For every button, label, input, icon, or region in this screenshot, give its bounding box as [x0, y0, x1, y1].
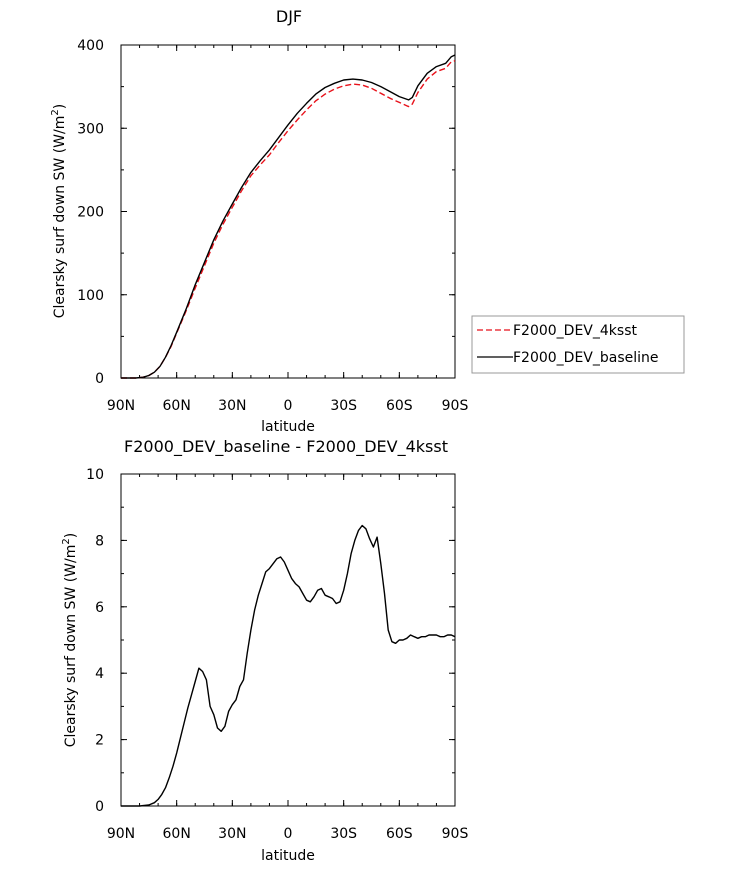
top-x-tick-label: 30N — [218, 398, 246, 414]
bottom-y-tick-label: 4 — [95, 666, 104, 682]
series-line-f2000-dev-baseline — [121, 54, 456, 379]
top-y-tick-label: 400 — [77, 38, 104, 54]
legend-label-baseline: F2000_DEV_baseline — [513, 350, 659, 366]
bottom-x-tick-label: 90S — [442, 826, 469, 842]
top-panel: DJF 90N 60N 30N 0 30S 60S 90S 0 100 200 … — [50, 7, 685, 435]
bottom-y-tick-label: 6 — [95, 600, 104, 616]
bottom-x-tick-label: 60N — [163, 826, 191, 842]
bottom-y-tick-labels: 0 2 4 6 8 10 — [86, 467, 104, 815]
bottom-x-tick-label: 0 — [284, 826, 293, 842]
top-x-tick-label: 90S — [442, 398, 469, 414]
top-y-tick-labels: 0 100 200 300 400 — [77, 38, 104, 387]
legend: F2000_DEV_4ksst F2000_DEV_baseline — [471, 315, 685, 374]
bottom-y-tick-label: 0 — [95, 799, 104, 815]
bottom-x-tick-label: 30S — [330, 826, 357, 842]
top-y-tick-label: 200 — [77, 205, 104, 221]
legend-label-4ksst: F2000_DEV_4ksst — [513, 323, 637, 339]
top-plot-frame — [120, 44, 456, 379]
top-y-tick-label: 0 — [95, 371, 104, 387]
top-y-tick-label: 100 — [77, 288, 104, 304]
top-x-tick-labels: 90N 60N 30N 0 30S 60S 90S — [107, 398, 469, 414]
top-x-tick-label: 30S — [330, 398, 357, 414]
bottom-y-axis-label: Clearsky surf down SW (W/m2) — [61, 533, 79, 747]
bottom-panel: F2000_DEV_baseline - F2000_DEV_4ksst 90N… — [61, 437, 468, 864]
top-x-tick-label: 0 — [284, 398, 293, 414]
series-line-f2000-dev-baseline-f2000-dev-4ksst — [121, 524, 456, 807]
top-x-axis-label: latitude — [261, 419, 315, 435]
bottom-x-tick-label: 60S — [386, 826, 413, 842]
bottom-plot-frame — [120, 473, 456, 807]
bottom-panel-title: F2000_DEV_baseline - F2000_DEV_4ksst — [124, 437, 448, 457]
top-x-tick-label: 60S — [386, 398, 413, 414]
bottom-y-tick-label: 10 — [86, 467, 104, 483]
bottom-y-tick-label: 8 — [95, 533, 104, 549]
top-panel-title: DJF — [276, 7, 302, 26]
top-y-axis-label: Clearsky surf down SW (W/m2) — [50, 104, 68, 318]
bottom-x-tick-labels: 90N 60N 30N 0 30S 60S 90S — [107, 826, 469, 842]
top-tick-marks — [120, 44, 456, 379]
bottom-x-tick-label: 90N — [107, 826, 135, 842]
bottom-series-group — [121, 524, 456, 807]
bottom-x-tick-label: 30N — [218, 826, 246, 842]
legend-box — [471, 315, 685, 374]
top-x-tick-label: 60N — [163, 398, 191, 414]
top-y-tick-label: 300 — [77, 121, 104, 137]
bottom-y-tick-label: 2 — [95, 733, 104, 749]
bottom-x-axis-label: latitude — [261, 848, 315, 864]
bottom-tick-marks — [120, 473, 456, 807]
top-x-tick-label: 90N — [107, 398, 135, 414]
top-series-group — [121, 54, 456, 379]
series-line-f2000-dev-4ksst — [121, 60, 456, 379]
